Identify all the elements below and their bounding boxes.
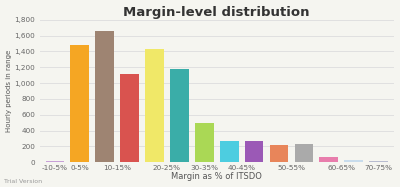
X-axis label: Margin as % of ITSDO: Margin as % of ITSDO (171, 172, 262, 181)
Text: Trial Version: Trial Version (4, 179, 42, 184)
Bar (294, 144, 313, 162)
Bar (344, 160, 363, 162)
Bar (70, 45, 89, 162)
Bar (120, 73, 139, 162)
Bar (170, 69, 189, 162)
Bar (95, 31, 114, 162)
Bar (145, 49, 164, 162)
Y-axis label: Hourly periods in range: Hourly periods in range (6, 50, 12, 132)
Bar (320, 157, 338, 162)
Bar (369, 161, 388, 162)
Title: Margin-level distribution: Margin-level distribution (124, 6, 310, 19)
Bar (46, 161, 64, 162)
Bar (270, 145, 288, 162)
Bar (245, 141, 264, 162)
Bar (220, 141, 238, 162)
Bar (195, 123, 214, 162)
